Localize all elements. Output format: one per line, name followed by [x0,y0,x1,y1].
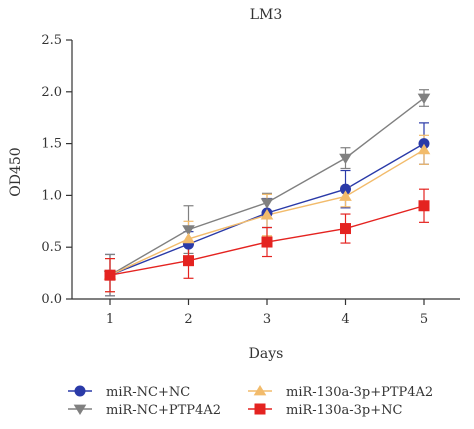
legend-marker [254,403,266,415]
data-point [261,236,273,248]
legend-item: miR-130a-3p+PTP4A2 [248,384,433,400]
x-tick-label: 4 [341,312,349,327]
data-point [339,153,352,165]
data-point [183,255,194,267]
data-point [340,183,351,195]
legend-label: miR-NC+PTP4A2 [106,403,221,418]
y-tick-label: 1.0 [41,188,62,203]
data-point [340,223,351,235]
y-tick-label: 0.5 [41,240,62,255]
legend: miR-NC+NC miR-130a-3p+PTP4A2 miR-NC+PTP4A2… [68,384,433,418]
y-axis-label: OD450 [8,147,24,196]
y-tick-label: 1.5 [41,137,62,152]
data-point [417,93,431,105]
y-axis-ticks: 0.0 0.5 1.0 1.5 2.0 2.5 [41,33,72,307]
x-axis-ticks: 1 2 3 4 5 [106,299,428,327]
legend-item: miR-NC+NC [68,385,190,400]
data-point [417,143,431,155]
y-tick-label: 2.5 [41,33,62,48]
legend-marker [74,385,86,397]
plot-area [103,89,431,297]
data-point [339,190,352,201]
legend-marker [73,404,87,416]
y-tick-label: 0.0 [41,292,62,307]
data-point [182,225,195,236]
y-tick-label: 2.0 [41,85,62,100]
data-point [260,209,274,220]
legend-label: miR-NC+NC [106,385,190,400]
legend-marker [253,384,267,396]
x-axis-label: Days [249,346,284,362]
x-tick-label: 5 [420,312,428,327]
data-point [104,269,116,281]
x-tick-label: 2 [184,312,192,327]
legend-label: miR-130a-3p+PTP4A2 [286,385,433,400]
legend-item: miR-130a-3p+NC [248,403,402,418]
x-tick-label: 3 [263,312,271,327]
legend-label: miR-130a-3p+NC [286,403,402,418]
data-point [260,198,274,209]
x-tick-label: 1 [106,312,114,327]
legend-item: miR-NC+PTP4A2 [68,403,221,418]
series-1 [105,89,429,297]
data-point [182,232,195,244]
data-point [418,138,430,150]
chart-title: LM3 [250,7,283,23]
data-point [418,200,430,212]
